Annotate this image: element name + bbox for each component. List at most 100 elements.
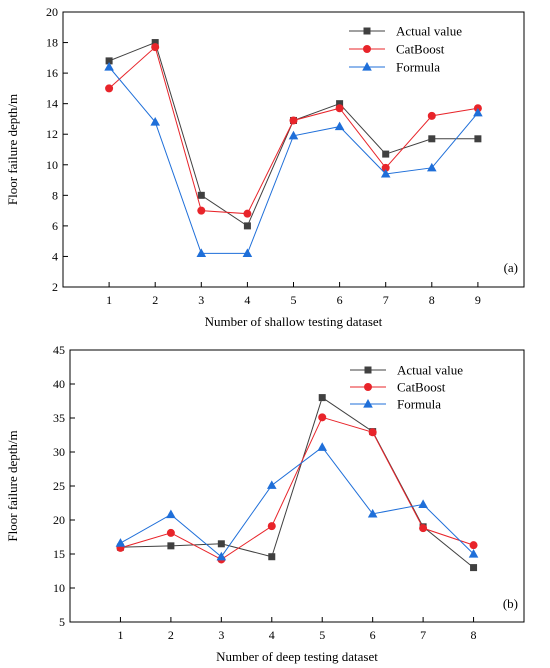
chart-shallow-series-actual-value-point bbox=[105, 57, 113, 65]
chart-deep-ytick-label: 5 bbox=[59, 615, 65, 629]
chart-shallow-legend-catboost-swatch-marker bbox=[363, 45, 371, 53]
chart-deep-legend-formula-label: Formula bbox=[397, 397, 441, 412]
chart-deep-xlabel: Number of deep testing dataset bbox=[216, 649, 378, 664]
chart-shallow-series-formula-point bbox=[380, 168, 391, 178]
chart-shallow-series-formula-point bbox=[334, 121, 345, 131]
chart-shallow-series-catboost-point bbox=[427, 111, 436, 120]
chart-deep-plot-frame bbox=[69, 349, 525, 623]
chart-deep-legend-catboost-label: CatBoost bbox=[397, 380, 446, 395]
chart-shallow-ylabel: Floor failure depth/m bbox=[5, 94, 20, 205]
chart-deep-series-actual-value-point bbox=[217, 540, 225, 548]
chart-shallow-xtick-label: 6 bbox=[337, 293, 343, 307]
chart-deep-ytick-label: 20 bbox=[53, 513, 65, 527]
chart-deep-series-formula-point bbox=[266, 480, 277, 489]
chart-deep-xtick-label: 1 bbox=[117, 628, 123, 642]
chart-shallow-xtick-label: 3 bbox=[198, 293, 204, 307]
chart-shallow: Floor failure depth/m Number of shallow … bbox=[5, 5, 525, 329]
chart-shallow-series-formula-point bbox=[150, 117, 160, 126]
chart-deep-series-formula-point bbox=[367, 508, 378, 518]
chart-deep-series-formula-point bbox=[216, 551, 227, 561]
chart-shallow-legend-formula-label: Formula bbox=[396, 60, 440, 75]
chart-deep-series-catboost-point bbox=[166, 528, 175, 537]
chart-deep-series-formula-point bbox=[317, 442, 328, 451]
chart-shallow-xtick-label: 2 bbox=[152, 293, 158, 307]
chart-shallow-series-actual-value-point bbox=[151, 39, 159, 47]
chart-shallow-series-formula-point bbox=[473, 107, 483, 117]
chart-shallow-series-actual-value-point bbox=[197, 191, 205, 199]
chart-deep-ytick-label: 30 bbox=[53, 445, 65, 459]
chart-deep-ytick-label: 35 bbox=[53, 411, 65, 425]
chart-deep-xtick-label: 4 bbox=[269, 628, 275, 642]
chart-deep-ytick-label: 40 bbox=[53, 377, 65, 391]
chart-shallow-series-catboost-point bbox=[105, 84, 114, 93]
chart-deep-series-catboost-point bbox=[419, 524, 428, 533]
chart-deep-series-catboost-point bbox=[469, 541, 478, 550]
chart-deep-legend-actual-value-label: Actual value bbox=[397, 363, 463, 378]
chart-deep-xtick-label: 6 bbox=[370, 628, 376, 642]
chart-shallow-ytick-label: 14 bbox=[46, 97, 58, 111]
chart-deep-series-actual-value-point bbox=[167, 542, 175, 550]
chart-shallow-legend-formula-swatch-marker bbox=[362, 62, 372, 71]
chart-deep-series-actual-value-point bbox=[268, 553, 276, 561]
chart-shallow-series-actual-value-point bbox=[474, 135, 482, 143]
chart-shallow-series-catboost-point bbox=[151, 43, 160, 52]
chart-shallow-series-actual-value-point bbox=[382, 150, 390, 158]
chart-deep-xtick-label: 7 bbox=[420, 628, 426, 642]
chart-shallow-series-catboost-point bbox=[243, 209, 252, 218]
chart-shallow-series-formula-point bbox=[196, 248, 207, 257]
chart-shallow-xtick-label: 5 bbox=[291, 293, 297, 307]
chart-deep-ylabel: Floor failure depth/m bbox=[5, 430, 20, 541]
chart-deep-legend-catboost-swatch-marker bbox=[364, 383, 372, 391]
chart-shallow-series-formula-point bbox=[288, 130, 299, 140]
chart-deep-series-catboost-line bbox=[120, 416, 474, 561]
chart-shallow-series-actual-value-point bbox=[243, 222, 251, 230]
chart-shallow-series-catboost-point bbox=[289, 116, 298, 125]
chart-shallow-series-actual-value-point bbox=[428, 135, 436, 143]
chart-shallow-series-catboost-point bbox=[197, 206, 206, 215]
chart-deep-ytick-label: 25 bbox=[53, 479, 65, 493]
chart-shallow-xtick-label: 1 bbox=[106, 293, 112, 307]
chart-deep-series-formula-point bbox=[468, 549, 479, 558]
chart-deep-legend-actual-value-swatch-marker bbox=[364, 366, 372, 374]
chart-shallow-ytick-label: 6 bbox=[52, 219, 58, 233]
chart-shallow-xtick-label: 8 bbox=[429, 293, 435, 307]
chart-shallow-legend-catboost-label: CatBoost bbox=[396, 42, 445, 57]
chart-shallow-series-formula-line bbox=[108, 66, 479, 254]
chart-deep-series-actual-value-line bbox=[120, 396, 474, 568]
chart-shallow-legend-actual-value-label: Actual value bbox=[396, 24, 462, 39]
chart-deep-legend-formula-swatch-marker bbox=[363, 399, 373, 408]
chart-shallow-plot-frame bbox=[62, 11, 525, 288]
chart-shallow-ytick-label: 8 bbox=[52, 188, 58, 202]
chart-shallow-xtick-label: 9 bbox=[475, 293, 481, 307]
chart-deep-xtick-label: 8 bbox=[471, 628, 477, 642]
chart-deep-ytick-label: 15 bbox=[53, 547, 65, 561]
chart-deep-xtick-label: 3 bbox=[218, 628, 224, 642]
chart-shallow-xtick-label: 7 bbox=[383, 293, 389, 307]
chart-shallow-ytick-label: 4 bbox=[52, 249, 58, 263]
chart-shallow-ytick-label: 12 bbox=[46, 127, 58, 141]
chart-deep-panel-label: (b) bbox=[503, 596, 518, 611]
chart-deep-series-catboost-point bbox=[318, 413, 327, 422]
chart-deep-series-formula-point bbox=[166, 509, 176, 519]
chart-shallow-xtick-label: 4 bbox=[244, 293, 250, 307]
chart-deep-ytick-label: 10 bbox=[53, 581, 65, 595]
chart-shallow-series-formula-point bbox=[242, 248, 253, 257]
chart-shallow-series-formula-point bbox=[104, 62, 114, 71]
chart-deep-xtick-label: 5 bbox=[319, 628, 325, 642]
chart-shallow-ytick-label: 10 bbox=[46, 158, 58, 172]
chart-shallow-series-catboost-point bbox=[335, 104, 344, 113]
chart-shallow-series-catboost-point bbox=[381, 163, 390, 172]
chart-deep-series-actual-value-point bbox=[470, 564, 478, 572]
chart-shallow-ytick-label: 2 bbox=[52, 280, 58, 294]
chart-shallow-panel-label: (a) bbox=[504, 260, 518, 275]
chart-shallow-ytick-label: 20 bbox=[46, 5, 58, 19]
chart-deep-series-formula-point bbox=[115, 538, 126, 547]
chart-shallow-xlabel: Number of shallow testing dataset bbox=[205, 314, 383, 329]
chart-deep: Floor failure depth/m Number of deep tes… bbox=[5, 343, 525, 664]
chart-deep-series-formula-point bbox=[418, 499, 428, 508]
chart-deep-series-catboost-point bbox=[368, 428, 377, 437]
chart-deep-xtick-label: 2 bbox=[168, 628, 174, 642]
chart-deep-series-formula-line bbox=[120, 446, 474, 558]
chart-deep-ytick-label: 45 bbox=[53, 343, 65, 357]
